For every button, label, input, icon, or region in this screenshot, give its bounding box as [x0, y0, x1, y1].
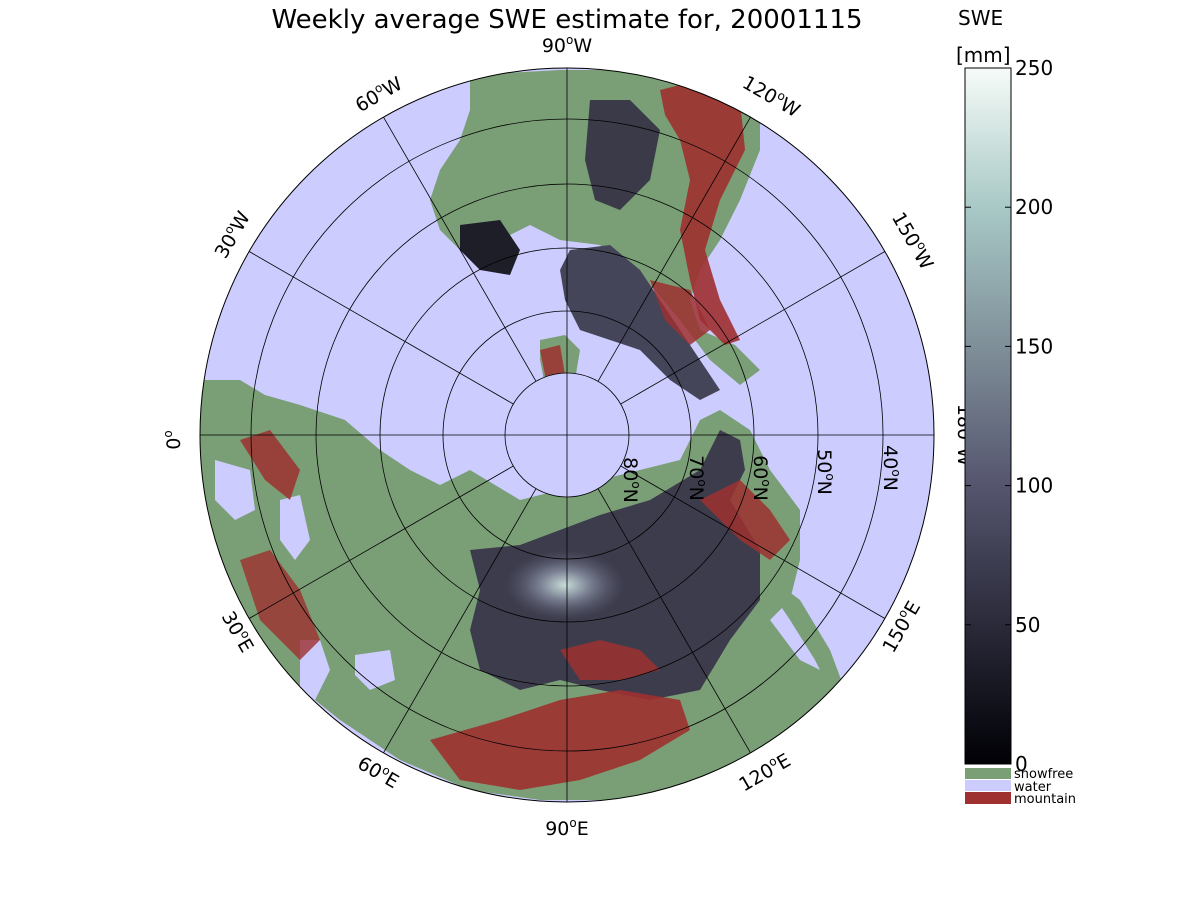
mountain-central-asia [560, 640, 660, 680]
legend-label-mountain: mountain [1014, 792, 1076, 807]
lat-label-80n: 80oN [619, 457, 643, 503]
mountain-rockies [660, 80, 745, 345]
meridian-line [597, 116, 751, 382]
lat-label-50n: 50oN [813, 449, 837, 495]
japan-land [760, 570, 845, 700]
meridian-line [248, 251, 514, 405]
swe-siberia [470, 430, 760, 700]
mountain-east-siberia [700, 480, 790, 560]
lon-label-90w: 90oW [542, 33, 593, 57]
meridian-lines [200, 68, 934, 802]
mountain-europe [240, 550, 320, 660]
lat-label-60n: 60oN [749, 455, 773, 501]
colorbar-unit: [mm] [956, 43, 1011, 67]
legend-label-snowfree: snowfree [1014, 767, 1073, 782]
swe-hudson-west [460, 220, 520, 275]
legend-swatch-mountain [965, 792, 1011, 804]
colorbar-tick-label: 50 [1015, 613, 1040, 637]
mediterranean-sea [215, 460, 255, 520]
lat-label-40n: 40oN [879, 445, 903, 491]
legend-label-water: water [1014, 780, 1052, 795]
colorbar-tick-label: 250 [1015, 56, 1053, 80]
map-title: Weekly average SWE estimate for, 2000111… [271, 5, 862, 35]
meridian-line [383, 116, 537, 382]
polar-map [200, 68, 934, 802]
legend-swatch-snowfree [965, 768, 1011, 779]
colorbar-ticks: 0 50 100 150 200 250 [965, 56, 1053, 776]
legend-swatch-water [965, 780, 1011, 791]
meridian-line [620, 251, 886, 405]
colorbar-gradient [964, 67, 1012, 765]
category-legend: snowfree water mountain [965, 767, 1076, 807]
black-sea [355, 650, 395, 690]
colorbar-tick-label: 150 [1015, 334, 1053, 358]
colorbar: SWE [mm] 0 50 100 150 200 250 [956, 6, 1053, 776]
lon-label-90e: 90oE [545, 816, 589, 840]
baltic-sea [280, 495, 310, 560]
swe-peak-area [505, 550, 625, 620]
mountain-himalaya [430, 690, 690, 790]
colorbar-tick-label: 200 [1015, 195, 1053, 219]
colorbar-tick-label: 100 [1015, 474, 1053, 498]
swe-north-america [560, 245, 720, 400]
meridian-line [383, 488, 537, 754]
meridian-line [620, 465, 886, 619]
mountain-scandinavia [240, 430, 300, 500]
meridian-line [248, 465, 514, 619]
caspian-sea [300, 640, 330, 700]
colorbar-tick-label: 0 [1015, 752, 1028, 776]
lat-label-70n: 70oN [685, 455, 709, 501]
colorbar-title: SWE [958, 6, 1003, 30]
mountain-alaska [650, 280, 710, 345]
meridian-line [597, 488, 751, 754]
latitude-labels: 80oN 70oN 60oN 50oN 40oN [619, 445, 903, 503]
lon-label-120w: 120oW [738, 70, 804, 122]
lon-label-150w: 150oW [887, 207, 939, 273]
lon-label-0: 0o [161, 430, 185, 449]
